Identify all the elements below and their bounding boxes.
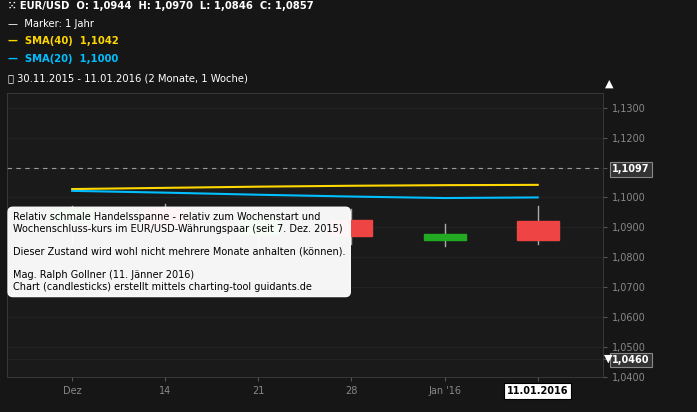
Bar [424, 234, 466, 240]
Text: —  SMA(20)  1,1000: — SMA(20) 1,1000 [8, 54, 118, 64]
Bar [51, 209, 93, 221]
Text: —  SMA(40)  1,1042: — SMA(40) 1,1042 [8, 36, 119, 46]
Text: ⌚ 30.11.2015 - 11.01.2016 (2 Monate, 1 Woche): ⌚ 30.11.2015 - 11.01.2016 (2 Monate, 1 W… [8, 73, 248, 83]
Text: ▲: ▲ [605, 79, 613, 89]
Bar [144, 208, 186, 227]
Bar [516, 221, 559, 240]
Text: Relativ schmale Handelsspanne - relativ zum Wochenstart und
Wochenschluss-kurs i: Relativ schmale Handelsspanne - relativ … [13, 212, 346, 292]
Bar [330, 220, 372, 236]
Text: —  Marker: 1 Jahr: — Marker: 1 Jahr [8, 19, 94, 28]
Text: ⁙ EUR/USD  O: 1,0944  H: 1,0970  L: 1,0846  C: 1,0857: ⁙ EUR/USD O: 1,0944 H: 1,0970 L: 1,0846 … [8, 1, 314, 11]
Bar [238, 218, 279, 234]
Text: ▼: ▼ [604, 354, 612, 364]
